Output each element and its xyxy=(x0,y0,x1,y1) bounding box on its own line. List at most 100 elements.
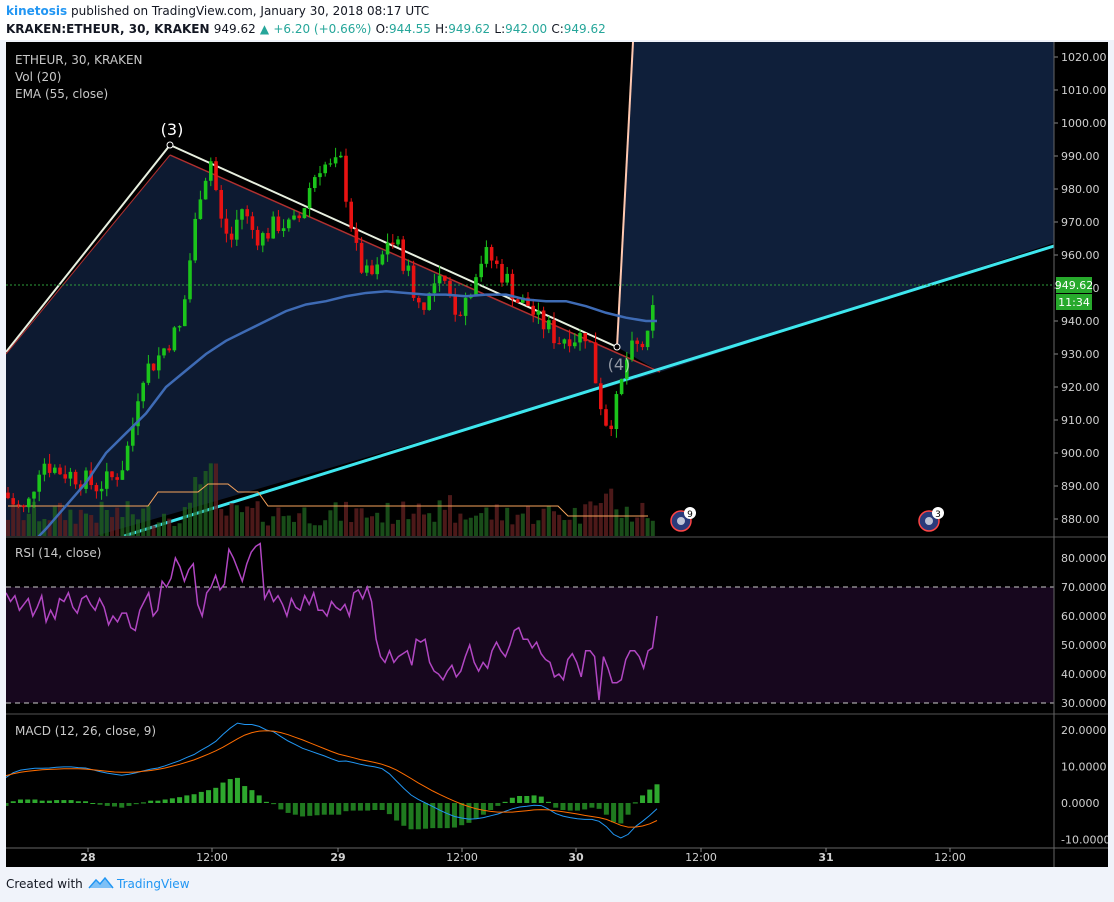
volume-bar xyxy=(125,501,130,536)
volume-bar xyxy=(286,515,291,536)
rsi-layer xyxy=(6,542,658,701)
macd-histogram-bar xyxy=(386,803,392,815)
volume-bar xyxy=(21,520,26,536)
candle-body xyxy=(635,340,639,344)
volume-bar xyxy=(385,502,390,536)
drawing-layer[interactable] xyxy=(6,42,1054,562)
legend-volume[interactable]: Vol (20) xyxy=(15,70,62,84)
macd-histogram-bar xyxy=(278,803,284,810)
macd-histogram-bar xyxy=(329,803,334,815)
macd-histogram-bar xyxy=(307,803,313,816)
low-label: L: xyxy=(494,22,506,36)
candle-body xyxy=(16,504,21,506)
macd-histogram-bar xyxy=(401,803,407,826)
candle-body xyxy=(266,233,270,239)
signal-line[interactable] xyxy=(6,730,658,828)
candle-body xyxy=(53,467,57,473)
time-tick-label: 12:00 xyxy=(685,851,717,864)
volume-bar xyxy=(78,509,83,536)
volume-bar xyxy=(229,503,234,536)
macd-histogram-bar xyxy=(647,789,653,803)
price-tick-label: 920.00 xyxy=(1061,381,1100,394)
macd-line[interactable] xyxy=(6,722,658,839)
time-axis[interactable]: 28 12:00 29 12:00 30 12:00 31 12:00 xyxy=(80,848,966,864)
candle-body xyxy=(328,163,333,165)
wave-point-handle[interactable] xyxy=(166,141,174,149)
macd-histogram-bar xyxy=(531,795,537,803)
macd-layer xyxy=(6,722,660,839)
macd-histogram-bar xyxy=(198,791,204,803)
volume-bar xyxy=(494,504,499,536)
legend-symbol[interactable]: ETHEUR, 30, KRAKEN xyxy=(15,53,143,67)
macd-histogram-bar xyxy=(263,801,269,803)
wave-4-label[interactable]: (4) xyxy=(608,355,631,374)
wave-line-3[interactable] xyxy=(616,42,634,348)
price-tick-label: 940.00 xyxy=(1061,315,1100,328)
volume-bar xyxy=(266,525,270,536)
candle-body xyxy=(417,297,421,303)
volume-bar xyxy=(546,506,551,536)
support-trendline[interactable] xyxy=(123,244,1054,536)
volume-bar xyxy=(562,520,567,536)
candle-body xyxy=(562,339,567,344)
time-tick-label: 12:00 xyxy=(446,851,478,864)
volume-bar xyxy=(73,523,78,536)
volume-bar xyxy=(110,517,114,536)
legend-ema[interactable]: EMA (55, close) xyxy=(15,87,109,101)
author-link[interactable]: kinetosis xyxy=(6,4,68,18)
macd-histogram-bar xyxy=(169,798,175,803)
wave-line-1[interactable] xyxy=(6,144,171,353)
high-value: 949.62 xyxy=(448,22,491,36)
macd-axis[interactable]: -10.0000 0.0000 10.0000 20.0000 xyxy=(1061,724,1108,847)
candle-body xyxy=(557,343,561,345)
time-tick-label: 30 xyxy=(568,851,584,864)
candle-body xyxy=(593,342,598,384)
volume-bar xyxy=(411,513,416,536)
candle-body xyxy=(292,215,296,220)
wave-point-handle-2[interactable] xyxy=(613,343,621,351)
volume-bar xyxy=(120,517,125,536)
volume-bar xyxy=(588,501,593,536)
wave-3-label[interactable]: (3) xyxy=(161,120,184,139)
legend-macd[interactable]: MACD (12, 26, close, 9) xyxy=(15,724,157,738)
volume-bar xyxy=(42,518,47,536)
time-tick-label: 31 xyxy=(818,851,833,864)
macd-histogram-bar xyxy=(321,803,327,815)
volume-bar xyxy=(312,525,317,536)
legend-rsi[interactable]: RSI (14, close) xyxy=(15,546,102,560)
macd-histogram-bar xyxy=(379,803,385,811)
macd-histogram-bar xyxy=(10,801,16,803)
chart-area[interactable]: 880.00 890.00 900.00 910.00 920.00 930.00 940.… xyxy=(6,42,1108,867)
macd-histogram-bar xyxy=(90,803,96,804)
volume-bar xyxy=(11,504,16,536)
event-icon-2[interactable]: 3 xyxy=(918,507,944,532)
macd-histogram-bar xyxy=(473,803,479,819)
macd-histogram-bar xyxy=(582,803,588,810)
ema-line[interactable] xyxy=(6,290,657,565)
candle-body xyxy=(489,247,494,261)
candle-body xyxy=(619,378,624,395)
chart-svg[interactable]: 880.00890.00900.00910.00920.00930.00940.… xyxy=(6,42,1108,867)
macd-histogram-bar xyxy=(502,801,508,803)
countdown-tag xyxy=(1056,294,1092,310)
event-icon-1[interactable]: 9 xyxy=(670,507,696,532)
rsi-axis[interactable]: 30.0000 40.0000 50.0000 60.0000 70.0000 80.00… xyxy=(1061,552,1107,710)
volume-bar xyxy=(26,513,31,536)
candle-body xyxy=(354,228,359,243)
volume-ma-line xyxy=(8,483,648,517)
volume-bar xyxy=(255,501,260,536)
volume-bar xyxy=(427,513,432,536)
candle-body xyxy=(99,488,104,492)
volume-bar xyxy=(380,522,385,536)
macd-histogram-bar xyxy=(488,803,494,811)
candle-body xyxy=(645,330,650,348)
volume-bar xyxy=(344,501,348,536)
rsi-line[interactable] xyxy=(6,542,658,701)
volume-bar xyxy=(297,513,302,536)
candle-body xyxy=(333,157,338,164)
candle-body xyxy=(6,492,10,499)
macd-histogram-bar xyxy=(357,803,363,811)
tradingview-cloud-icon[interactable] xyxy=(88,876,114,890)
tradingview-link[interactable]: TradingView xyxy=(117,877,190,891)
ohlc-line: KRAKEN:ETHEUR, 30, KRAKEN 949.62 ▲ +6.20… xyxy=(6,22,606,36)
